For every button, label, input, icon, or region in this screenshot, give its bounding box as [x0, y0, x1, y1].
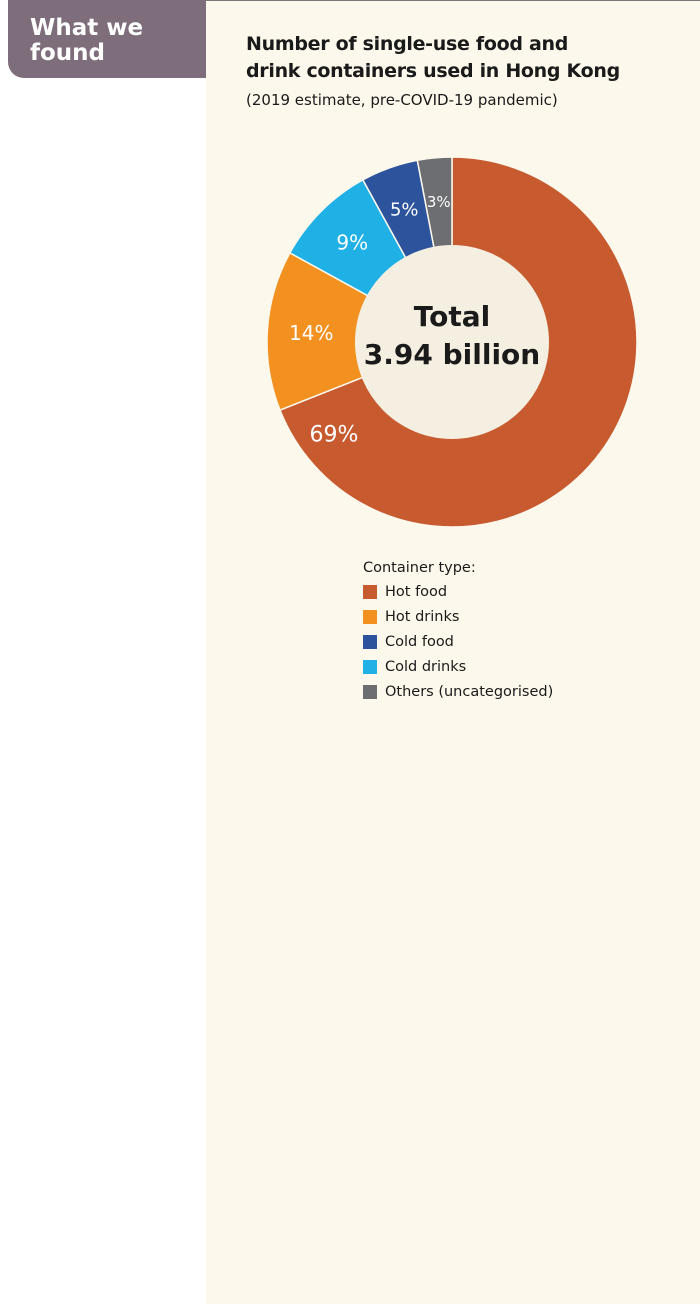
- legend-swatch: [363, 684, 377, 699]
- chart-title-line1: Number of single-use food and: [246, 33, 569, 55]
- legend-label: Cold drinks: [385, 658, 467, 675]
- section-tab-line2: found: [30, 40, 106, 66]
- legend-item: Hot food: [363, 579, 553, 604]
- legend-item: Others (uncategorised): [363, 679, 553, 704]
- legend-item: Cold drinks: [363, 654, 553, 679]
- legend-label: Hot food: [385, 583, 448, 600]
- chart-panel: Number of single-use food and drink cont…: [206, 0, 700, 1304]
- legend-title: Container type:: [363, 560, 476, 576]
- donut-center: [355, 245, 549, 439]
- legend-label: Cold food: [385, 633, 454, 650]
- legend-item: Hot drinks: [363, 604, 553, 629]
- slice-label: 69%: [310, 423, 359, 448]
- legend-label: Hot drinks: [385, 608, 460, 625]
- chart-legend: Container type: Hot food Hot drinks Cold f…: [363, 557, 553, 704]
- chart-subtitle: (2019 estimate, pre-COVID-19 pandemic): [246, 91, 558, 109]
- legend-item: Cold food: [363, 629, 553, 654]
- chart-title: Number of single-use food and drink cont…: [246, 31, 666, 85]
- section-tab-label: What we found: [30, 16, 143, 66]
- section-tab: What we found: [8, 0, 206, 78]
- donut-center-label-line2: 3.94 billion: [364, 338, 540, 371]
- section-tab-line1: What we: [30, 15, 144, 41]
- slice-label: 5%: [390, 200, 419, 221]
- slice-label: 9%: [336, 230, 368, 254]
- legend-swatch: [363, 609, 377, 624]
- slice-label: 14%: [289, 321, 333, 345]
- donut-center-label-line1: Total: [414, 300, 491, 333]
- slice-label: 3%: [427, 193, 451, 211]
- legend-label: Others (uncategorised): [385, 683, 554, 700]
- legend-swatch: [363, 659, 377, 674]
- legend-swatch: [363, 634, 377, 649]
- legend-swatch: [363, 584, 377, 599]
- chart-title-line2: drink containers used in Hong Kong: [246, 60, 620, 82]
- donut-chart: Total 3.94 billion 69% 14% 9% 5% 3%: [266, 156, 638, 528]
